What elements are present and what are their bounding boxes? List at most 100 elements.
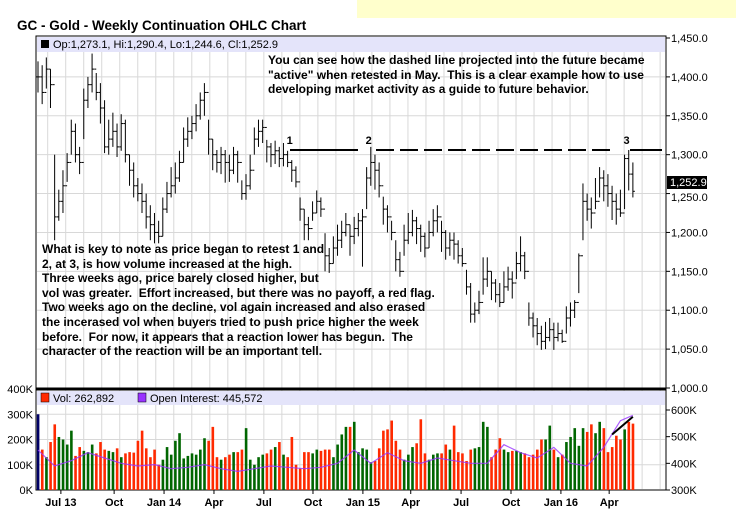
volume-bar bbox=[531, 454, 535, 490]
volume-bar bbox=[199, 449, 202, 490]
volume-bar bbox=[419, 419, 423, 490]
volume-bar bbox=[348, 426, 352, 490]
oi-tick-label: 500K bbox=[671, 432, 697, 444]
volume-bar bbox=[486, 426, 489, 490]
volume-bar bbox=[53, 424, 57, 490]
volume-bar bbox=[86, 452, 90, 490]
volume-bar bbox=[427, 459, 431, 490]
volume-bar bbox=[556, 457, 560, 490]
volume-bar bbox=[61, 439, 65, 490]
volume-bar bbox=[602, 428, 606, 490]
volume-bar bbox=[544, 439, 547, 490]
volume-bar bbox=[511, 450, 514, 490]
volume-bar bbox=[45, 457, 48, 490]
volume-bar bbox=[40, 449, 44, 490]
volume-bar bbox=[244, 428, 248, 490]
volume-bar bbox=[178, 433, 181, 490]
volume-bar bbox=[95, 453, 98, 490]
volume-bar bbox=[540, 439, 543, 490]
volume-bar bbox=[144, 448, 148, 490]
marker-2: 2 bbox=[366, 135, 372, 147]
volume-bar bbox=[194, 454, 198, 490]
volume-bar bbox=[103, 449, 106, 490]
x-tick-label: Jan 16 bbox=[544, 497, 578, 509]
price-legend-band bbox=[37, 37, 665, 52]
volume-bar bbox=[527, 457, 531, 490]
volume-bar bbox=[365, 449, 369, 490]
volume-bar bbox=[182, 458, 185, 490]
volume-bar bbox=[398, 449, 402, 490]
volume-bar bbox=[265, 453, 269, 490]
volume-bar bbox=[386, 429, 389, 490]
volume-bar bbox=[278, 442, 281, 490]
volume-bar bbox=[107, 450, 111, 490]
volume-bar bbox=[461, 453, 464, 490]
volume-bar bbox=[610, 447, 614, 490]
volume-bar bbox=[215, 457, 219, 490]
x-tick-label: Jul bbox=[256, 497, 272, 509]
axes: 1,000.0 1,050.0 1,100.0 1,150.0 1,200.0 1,250… bbox=[7, 33, 707, 509]
volume-tick-label: 300K bbox=[7, 409, 33, 421]
volume-bar bbox=[286, 457, 289, 490]
price-tick-label: 1,200.0 bbox=[671, 227, 708, 239]
price-tick-label: 1,450.0 bbox=[671, 33, 708, 45]
volume-bar bbox=[190, 453, 194, 490]
volume-bar bbox=[90, 444, 94, 490]
oi-tick-label: 300K bbox=[671, 485, 697, 497]
volume-trendline bbox=[611, 416, 634, 436]
price-tick-label: 1,350.0 bbox=[671, 111, 708, 123]
volume-bar bbox=[494, 449, 497, 490]
volume-bar bbox=[224, 457, 227, 490]
volume-bar bbox=[128, 452, 131, 490]
volume-bar bbox=[174, 440, 177, 490]
chart-title: GC - Gold - Weekly Continuation OHLC Cha… bbox=[17, 18, 307, 33]
volume-bar bbox=[253, 464, 256, 490]
volume-bar bbox=[606, 452, 610, 490]
volume-bar bbox=[627, 421, 631, 490]
volume-bar bbox=[282, 454, 285, 490]
price-tick-label: 1,100.0 bbox=[671, 305, 708, 317]
volume-bar bbox=[307, 452, 310, 490]
volume-bar bbox=[140, 430, 144, 490]
volume-bar bbox=[165, 447, 169, 490]
volume-bar bbox=[411, 447, 414, 490]
volume-bar bbox=[631, 423, 635, 490]
open-interest-line bbox=[37, 414, 634, 472]
volume-bar bbox=[273, 447, 277, 490]
annotation-bottom: What is key to note as price began to re… bbox=[42, 242, 435, 359]
volume-bar bbox=[149, 457, 152, 490]
volume-bar bbox=[257, 457, 260, 490]
volume-bar bbox=[74, 455, 77, 490]
volume-bars bbox=[36, 414, 635, 490]
volume-bar bbox=[382, 430, 385, 490]
volume-bar bbox=[448, 449, 452, 490]
volume-bar bbox=[407, 454, 410, 490]
volume-bar bbox=[132, 452, 136, 490]
volume-bar bbox=[336, 444, 339, 490]
volume-bar bbox=[498, 438, 502, 490]
volume-bar bbox=[440, 453, 443, 490]
volume-bar bbox=[294, 464, 298, 490]
volume-bar bbox=[323, 449, 327, 490]
price-tick-label: 1,250.0 bbox=[671, 192, 708, 204]
x-tick-label: Jul 13 bbox=[45, 497, 76, 509]
price-tick-label: 1,050.0 bbox=[671, 344, 708, 356]
volume-bar bbox=[111, 452, 115, 490]
volume-bar bbox=[436, 453, 439, 490]
volume-bar bbox=[240, 449, 244, 490]
volume-bar bbox=[99, 442, 102, 490]
volume-bar bbox=[211, 426, 215, 490]
x-tick-label: Jan 14 bbox=[147, 497, 182, 509]
volume-bar bbox=[352, 421, 356, 490]
volume-bar bbox=[228, 454, 231, 490]
volume-bar bbox=[594, 433, 597, 490]
volume-bar bbox=[136, 440, 140, 490]
volume-bar bbox=[394, 440, 398, 490]
volume-bar bbox=[465, 460, 468, 490]
volume-bar bbox=[340, 434, 344, 490]
volume-bar bbox=[36, 414, 40, 490]
volume-bar bbox=[585, 431, 589, 490]
volume-tick-label: 0K bbox=[20, 485, 34, 497]
x-tick-label: Oct bbox=[502, 497, 521, 509]
volume-bar bbox=[548, 425, 552, 490]
